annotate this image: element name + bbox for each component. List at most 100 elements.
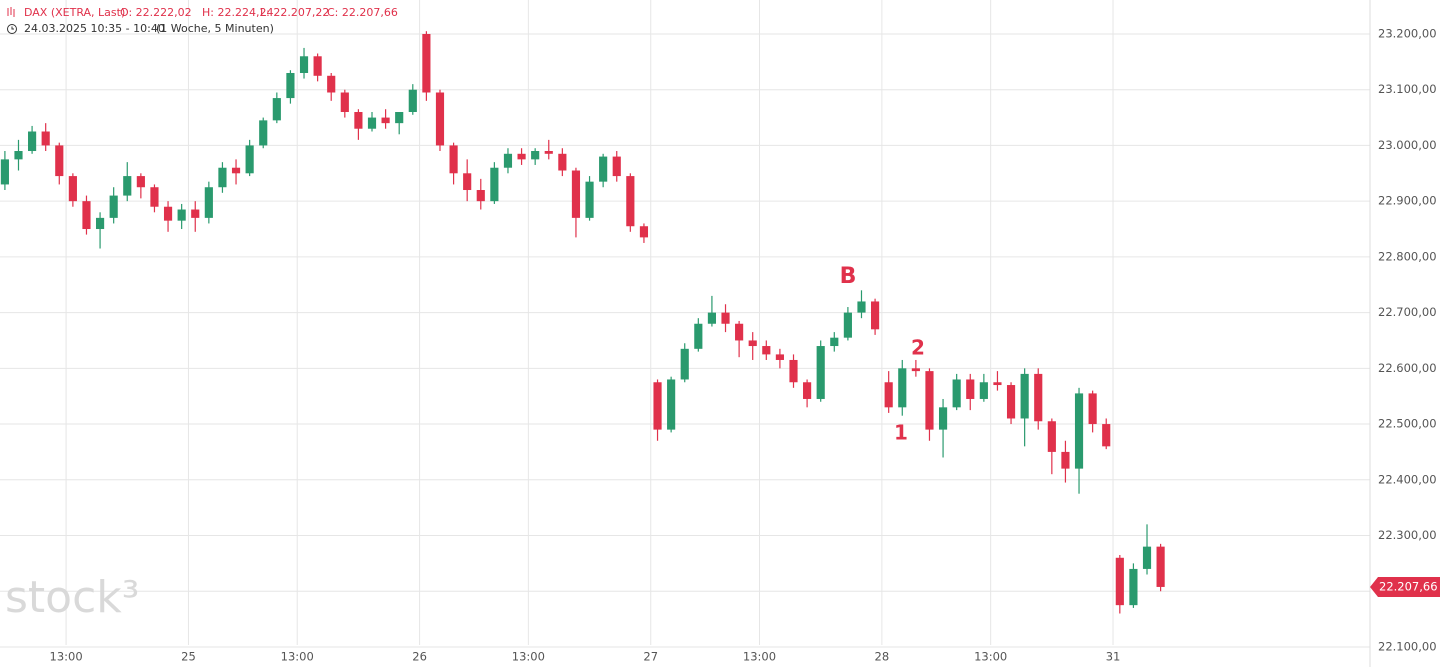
x-tick-label: 25 [181,650,196,664]
candle-body [762,346,771,355]
last-price-label: 22.207,66 [1379,579,1438,593]
candle-body [653,382,662,430]
candle-body [626,176,635,227]
candle-body [531,151,540,160]
y-tick-label: 22.300,00 [1378,528,1437,542]
candle-body [1156,546,1165,587]
candle-body [707,312,717,324]
candle-body [95,217,105,230]
candle-body [327,75,336,93]
candle-body [1006,385,1016,419]
candle-body [381,117,390,124]
candle-body [136,176,145,188]
candle-body [286,72,295,99]
candle-body [639,226,649,238]
candle-body [571,170,581,218]
candle-body [299,56,309,73]
candle-body [884,382,893,408]
candle-body [952,379,961,408]
header: DAX (XETRA, Last) O: 22.222,02 H: 22.224… [7,6,398,35]
ohlc-high: H: 22.224,24 [202,6,273,19]
chart-icon [7,7,15,17]
y-tick-label: 22.500,00 [1378,417,1437,431]
candle-body [775,354,784,360]
candle-body [938,407,948,430]
y-tick-label: 22.100,00 [1378,639,1437,653]
candle-body [544,151,553,154]
candle-body [340,92,349,113]
ohlc-low: L: 22.207,22 [260,6,329,19]
candle-body [667,379,676,430]
candle-body [585,181,594,218]
candle-body [925,371,934,430]
x-tick-label: 28 [875,650,890,664]
y-tick-label: 23.200,00 [1378,26,1437,40]
candle-body [0,159,9,185]
candle-body [694,323,703,349]
watermark: stock³ [5,572,139,623]
x-tick-label: 31 [1106,650,1121,664]
candle-body [367,117,377,129]
annotation: 1 [894,421,908,445]
candle-body [898,368,907,408]
candle-body [422,33,431,93]
candle-body [490,167,499,202]
candle-body [463,173,472,191]
candle-body [28,131,37,152]
candle-body [435,92,445,146]
candle-body [123,176,132,196]
candle-body [871,301,880,330]
candle-body [599,156,608,182]
candle-body [830,337,839,347]
candle-body [748,340,757,347]
candle-body [204,187,213,218]
candle-body [517,153,526,160]
x-tick-label: 27 [643,650,658,664]
candle-body [177,209,186,221]
clock-hands [11,26,14,30]
ohlc-close: C: 22.207,66 [327,6,398,19]
x-tick-label: 26 [412,650,427,664]
y-tick-label: 22.400,00 [1378,472,1437,486]
interval: (1 Woche, 5 Minuten) [156,22,274,35]
x-tick-label: 13:00 [743,650,776,664]
last-price-tag [1370,576,1440,597]
candle-body [857,301,866,313]
candle-body [476,190,485,202]
candle-body [191,209,200,218]
candles [0,31,1165,614]
y-tick-label: 22.900,00 [1378,194,1437,208]
instrument: DAX (XETRA, Last) [24,6,125,19]
candle-body [163,206,173,221]
candle-body [1034,373,1043,422]
candle-body [993,382,1002,386]
candle-body [82,201,91,230]
ohlc-open: O: 22.222,02 [120,6,192,19]
x-tick-label: 13:00 [281,650,314,664]
candle-body [313,56,322,76]
y-tick-label: 23.000,00 [1378,138,1437,152]
x-tick-label: 13:00 [974,650,1007,664]
candle-body [14,151,23,160]
y-tick-label: 23.100,00 [1378,82,1437,96]
candle-body [354,112,363,129]
candle-body [1020,373,1029,419]
candle-body [979,382,988,399]
candle-body [150,187,159,207]
candle-body [68,176,77,202]
annotation: B [840,264,857,289]
x-tick-label: 13:00 [50,650,83,664]
candle-body [231,167,241,174]
candle-body [1115,557,1124,606]
candle-body [680,348,689,380]
candle-body [1047,421,1056,452]
candle-body [272,98,281,121]
candle-body [55,145,64,177]
candle-body [503,153,513,168]
y-tick-label: 22.700,00 [1378,305,1437,319]
candle-body [109,195,118,218]
candle-body [218,167,227,188]
candle-body [245,145,254,174]
candle-body [789,359,798,383]
